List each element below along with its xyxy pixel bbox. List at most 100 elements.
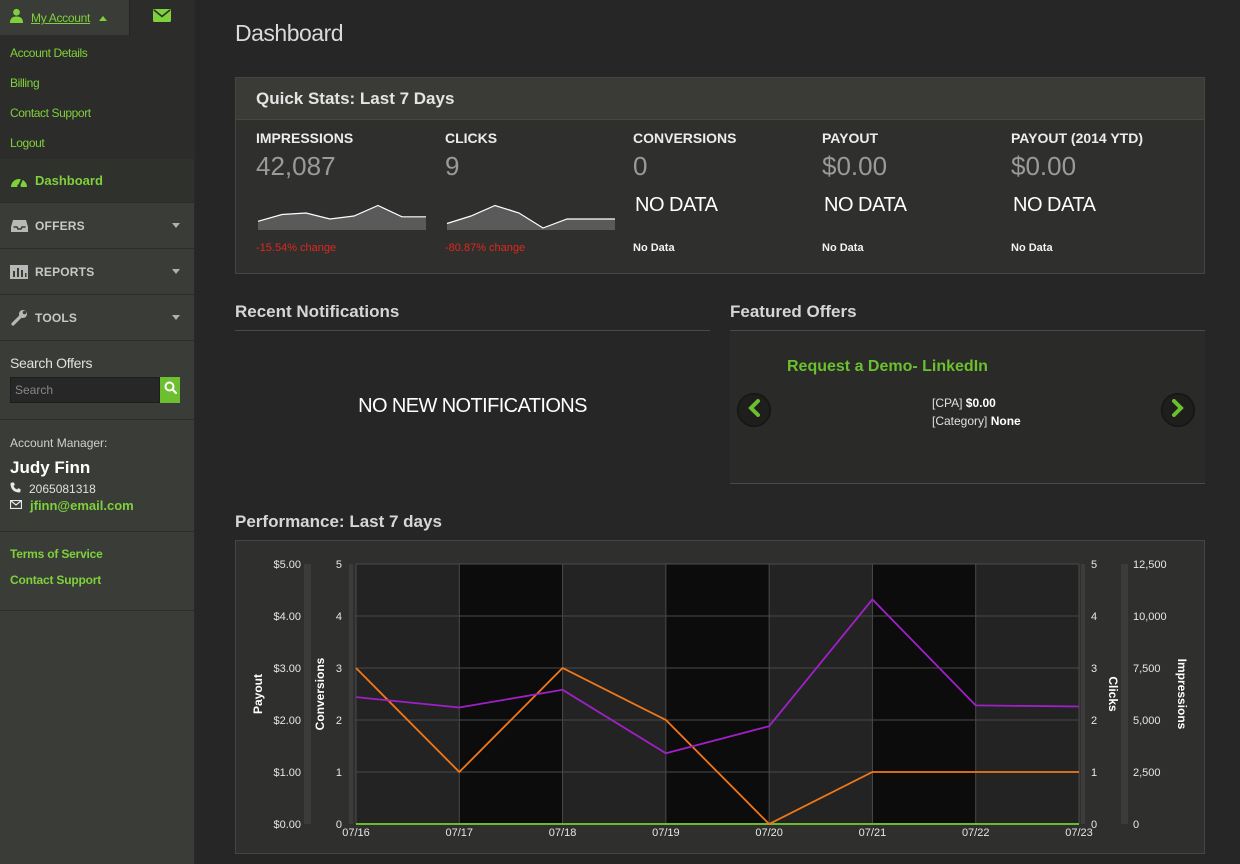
stat-no-data: NO DATA: [635, 194, 718, 216]
cpa-value: $0.00: [965, 396, 996, 410]
plot-band: [665, 564, 770, 824]
payout-axis-label: Payout: [251, 674, 265, 714]
performance-chart: $5.00 5 5 12,500$4.00 4 4 10,000$3.00 3 3 7,500$2…: [251, 559, 1189, 839]
nav-dashboard-label: Dashboard: [35, 173, 103, 188]
x-tick-label: 07/20: [755, 827, 783, 839]
featured-offer-carousel: Request a Demo- LinkedIn [CPA] $0.00 [Ca…: [730, 331, 1205, 484]
stat-clicks: CLICKS 9 -80.87% change: [445, 130, 625, 254]
caret-up-icon: [99, 15, 108, 21]
stat-label: PAYOUT (2014 YTD): [1011, 130, 1144, 146]
phone-icon: [10, 482, 21, 496]
stat-label: IMPRESSIONS: [256, 130, 354, 146]
payout-tick-label: $1.00: [273, 767, 301, 779]
featured-offer-cpa: [CPA] $0.00: [932, 396, 996, 410]
stat-no-data: NO DATA: [1013, 194, 1096, 216]
conversions-tick-label: 0: [336, 819, 342, 831]
impressions-tick-label: 2,500: [1133, 767, 1161, 779]
stat-value: $0.00: [822, 151, 888, 181]
payout-tick-label: $0.00: [273, 819, 301, 831]
payout-axis-bar: [304, 564, 311, 824]
chevron-left-icon: [747, 398, 761, 422]
payout-tick-label: $3.00: [273, 663, 301, 675]
manager-email-row: jfinn@email.com: [9, 497, 184, 513]
x-tick-label: 07/22: [962, 827, 990, 839]
stat-payout: PAYOUT $0.00 NO DATA No Data: [822, 130, 1002, 254]
stat-label: CLICKS: [445, 130, 498, 146]
stat-note: No Data: [822, 242, 864, 254]
conversions-axis-bar: [349, 564, 353, 824]
sidebar: My Account Account Details Billing Conta…: [0, 0, 195, 864]
account-menu: Account Details Billing Contact Support …: [0, 36, 194, 159]
category-label: [Category]: [932, 414, 988, 428]
carousel-prev-button[interactable]: [737, 393, 771, 427]
caret-down-icon: [172, 269, 180, 274]
stat-impressions: IMPRESSIONS 42,087 -15.54% change: [256, 130, 436, 254]
nav-offers[interactable]: OFFERS: [0, 203, 194, 249]
impressions-tick-label: 10,000: [1133, 611, 1167, 623]
clicks-tick-label: 1: [1091, 767, 1097, 779]
stat-change: -15.54% change: [256, 242, 337, 254]
performance-chart-panel: $5.00 5 5 12,500 $4.00 4 4 10,000 $3.00 3 3 7,500 $2…: [235, 540, 1205, 854]
terms-of-service-link[interactable]: Terms of Service: [10, 547, 103, 561]
nav-reports[interactable]: REPORTS: [0, 249, 194, 295]
impressions-axis-label: Impressions: [1175, 659, 1189, 730]
messages-button[interactable]: [129, 0, 194, 36]
plot-band: [872, 564, 976, 824]
manager-email-link[interactable]: jfinn@email.com: [30, 497, 134, 513]
stat-value: 0: [633, 151, 648, 181]
featured-offer-link[interactable]: Request a Demo- LinkedIn: [787, 358, 988, 375]
conversions-tick-label: 2: [336, 715, 342, 727]
logout-link[interactable]: Logout: [10, 136, 45, 150]
conversions-tick-label: 4: [336, 611, 342, 623]
my-account-toggle[interactable]: My Account: [0, 0, 129, 36]
account-details-link[interactable]: Account Details: [10, 46, 88, 60]
conversions-tick-label: 3: [336, 663, 342, 675]
sparkline-line: [257, 204, 426, 222]
envelope-icon: [9, 498, 23, 512]
stat-label: CONVERSIONS: [633, 130, 737, 146]
contact-support-link[interactable]: Contact Support: [10, 106, 91, 120]
x-tick-label: 07/21: [859, 827, 887, 839]
billing-link[interactable]: Billing: [10, 76, 40, 90]
my-account-label: My Account: [31, 11, 91, 25]
inbox-tray-icon: [10, 218, 28, 234]
quick-stats-title: Quick Stats: Last 7 Days: [236, 78, 1204, 120]
x-tick-label: 07/23: [1065, 827, 1093, 839]
sparkline-area: [447, 205, 615, 230]
clicks-series-line: [355, 666, 1079, 826]
x-tick-label: 07/16: [342, 827, 370, 839]
user-icon: [9, 8, 24, 28]
page-title: Dashboard: [235, 20, 344, 46]
stat-payout-ytd: PAYOUT (2014 YTD) $0.00 NO DATA No Data: [1011, 130, 1191, 254]
stat-value: 9: [445, 151, 460, 181]
carousel-next-button[interactable]: [1161, 393, 1195, 427]
impressions-sparkline: [257, 204, 426, 230]
footer-contact-support-link[interactable]: Contact Support: [10, 573, 101, 587]
search-offers-block: Search Offers: [0, 341, 194, 420]
stat-change: -80.87% change: [445, 242, 526, 254]
envelope-icon: [153, 9, 172, 27]
plot-band: [459, 564, 563, 824]
stat-conversions: CONVERSIONS 0 NO DATA No Data: [633, 130, 813, 254]
payout-tick-label: $2.00: [273, 715, 301, 727]
wrench-icon: [10, 310, 28, 326]
search-icon: [164, 381, 177, 399]
account-manager-name: Judy Finn: [10, 458, 91, 477]
nav-tools-label: TOOLS: [35, 310, 78, 325]
nav-tools[interactable]: TOOLS: [0, 295, 194, 341]
conversions-axis-label: Conversions: [313, 657, 327, 730]
stat-value: $0.00: [1011, 151, 1077, 181]
conversions-tick-label: 1: [336, 767, 342, 779]
clicks-tick-label: 3: [1091, 663, 1097, 675]
search-row: [10, 377, 184, 403]
nav-dashboard[interactable]: Dashboard: [0, 159, 194, 203]
search-button[interactable]: [160, 377, 180, 403]
featured-offer-category: [Category] None: [932, 414, 1021, 428]
stat-no-data: NO DATA: [824, 194, 907, 216]
performance-title: Performance: Last 7 days: [235, 512, 442, 531]
clicks-tick-label: 5: [1091, 559, 1097, 571]
search-input[interactable]: [10, 377, 160, 403]
nav-reports-label: REPORTS: [35, 264, 95, 279]
category-value: None: [990, 414, 1021, 428]
clicks-axis-label: Clicks: [1106, 676, 1120, 712]
